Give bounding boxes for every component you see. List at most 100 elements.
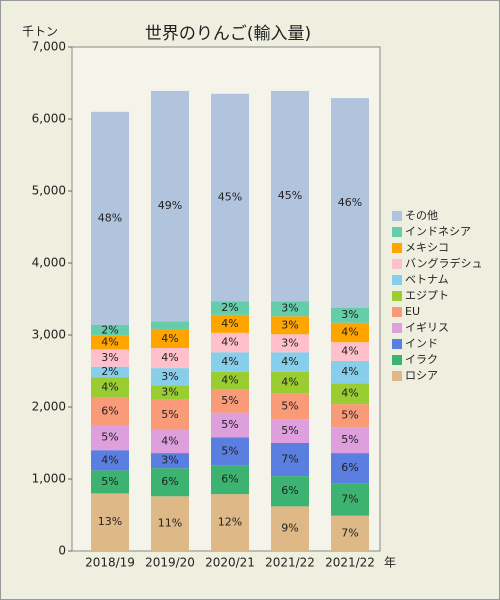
share-label: 3% xyxy=(281,318,298,331)
bar-segment xyxy=(331,322,369,343)
bar-segment xyxy=(211,494,249,551)
share-label: 4% xyxy=(161,435,178,448)
share-label: 48% xyxy=(98,211,122,224)
bar-segment xyxy=(331,427,369,454)
y-tick-label: 4,000 xyxy=(32,256,66,270)
share-label: 3% xyxy=(101,351,118,364)
legend-swatch xyxy=(392,275,402,285)
share-label: 4% xyxy=(281,376,298,389)
share-label: 4% xyxy=(221,355,238,368)
bar-segment xyxy=(91,493,129,551)
bar-segment xyxy=(91,450,129,471)
share-label: 4% xyxy=(221,374,238,387)
bar-segment xyxy=(151,329,189,348)
bar-segment xyxy=(271,301,309,317)
share-label: 5% xyxy=(101,431,118,444)
share-label: 45% xyxy=(218,190,242,203)
bar-segment xyxy=(211,352,249,372)
legend-label: インド xyxy=(405,337,438,350)
share-label: 2% xyxy=(101,323,118,336)
share-label: 3% xyxy=(281,302,298,315)
bar-segment xyxy=(211,93,249,302)
share-label: 5% xyxy=(221,444,238,457)
bar-segment xyxy=(91,111,129,325)
share-label: 4% xyxy=(101,336,118,349)
bar-segment xyxy=(211,437,249,466)
share-label: 4% xyxy=(341,365,358,378)
share-label: 9% xyxy=(281,522,298,535)
share-label: 11% xyxy=(158,517,182,530)
share-label: 45% xyxy=(278,189,302,202)
share-label: 3% xyxy=(161,370,178,383)
bar-segment xyxy=(151,399,189,431)
bar-segment xyxy=(91,425,129,451)
legend-swatch xyxy=(392,227,402,237)
x-tick-label: 2018/19 xyxy=(85,556,135,570)
share-label: 6% xyxy=(161,475,178,488)
bar-segment xyxy=(211,465,249,495)
legend-label: ロシア xyxy=(405,369,438,382)
share-label: 7% xyxy=(281,453,298,466)
bar-segment xyxy=(91,324,129,336)
share-label: 2% xyxy=(101,365,118,378)
bar-segment xyxy=(91,335,129,350)
legend-swatch xyxy=(392,307,402,317)
bar-segment xyxy=(271,476,309,507)
legend-label: イギリス xyxy=(405,321,449,334)
bar-segment xyxy=(211,314,249,333)
legend-swatch xyxy=(392,323,402,333)
bar-segment xyxy=(271,506,309,551)
share-label: 3% xyxy=(161,386,178,399)
share-label: 6% xyxy=(101,404,118,417)
y-unit: 千トン xyxy=(22,25,58,39)
bar-segment xyxy=(151,385,189,400)
legend-label: その他 xyxy=(405,209,438,222)
bar-segment xyxy=(331,307,369,323)
bar-segment xyxy=(271,334,309,353)
share-label: 4% xyxy=(161,351,178,364)
share-label: 4% xyxy=(101,381,118,394)
bar-segment xyxy=(331,98,369,308)
bar-segment xyxy=(151,496,189,551)
share-label: 7% xyxy=(341,493,358,506)
share-label: 5% xyxy=(341,433,358,446)
bar-segment xyxy=(271,90,309,302)
legend-label: バングラデシュ xyxy=(405,256,483,270)
bar-segment xyxy=(331,404,369,428)
y-tick-label: 3,000 xyxy=(32,328,66,342)
share-label: 4% xyxy=(281,355,298,368)
legend-swatch xyxy=(392,291,402,301)
legend-swatch xyxy=(392,371,402,381)
bar-segment xyxy=(331,360,369,384)
share-label: 4% xyxy=(341,345,358,358)
bar-segment xyxy=(151,321,189,330)
share-label: 5% xyxy=(221,418,238,431)
share-label: 5% xyxy=(341,409,358,422)
share-label: 6% xyxy=(341,461,358,474)
share-label: 3% xyxy=(281,336,298,349)
share-label: 46% xyxy=(338,196,362,209)
bar-segment xyxy=(271,371,309,394)
bar-segment xyxy=(91,377,129,398)
bar-segment xyxy=(91,397,129,425)
legend-swatch xyxy=(392,259,402,269)
bar-segment xyxy=(151,430,189,454)
share-label: 4% xyxy=(341,387,358,400)
bar-segment xyxy=(331,515,369,551)
share-label: 13% xyxy=(98,515,122,528)
bar-segment xyxy=(211,332,249,353)
share-label: 6% xyxy=(281,484,298,497)
legend-label: イラク xyxy=(405,353,438,366)
legend-swatch xyxy=(392,243,402,253)
bar-segment xyxy=(271,393,309,420)
bar-segment xyxy=(151,90,189,322)
chart-title: 世界のりんご(輸入量) xyxy=(145,24,311,44)
share-label: 5% xyxy=(281,424,298,437)
legend-swatch xyxy=(392,211,402,221)
share-label: 5% xyxy=(161,408,178,421)
y-tick-label: 0 xyxy=(58,544,66,558)
share-label: 4% xyxy=(101,453,118,466)
bar-segment xyxy=(211,389,249,413)
bar-segment xyxy=(151,453,189,469)
